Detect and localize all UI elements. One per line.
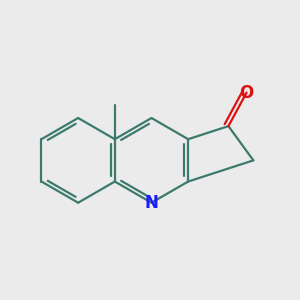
Text: N: N	[145, 194, 158, 212]
Text: O: O	[239, 84, 254, 102]
